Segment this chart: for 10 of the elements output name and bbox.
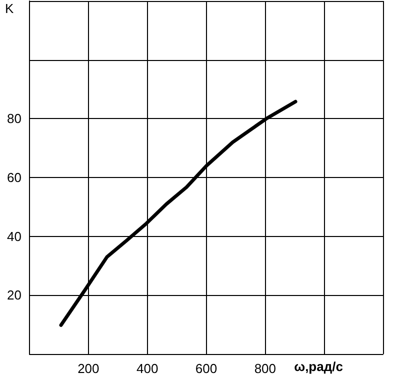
y-tick-label: 40 <box>7 228 22 244</box>
x-axis-title: ω,рад/с <box>294 359 343 374</box>
x-tick-label: 200 <box>78 361 100 376</box>
y-axis-title: K <box>5 1 14 16</box>
x-tick-label: 400 <box>136 361 158 376</box>
y-tick-label: 80 <box>7 111 22 126</box>
y-tick-label: 60 <box>7 170 22 185</box>
y-tick-label: 20 <box>7 288 22 303</box>
x-tick-label: 600 <box>195 361 218 376</box>
x-tick-label: 800 <box>254 361 276 376</box>
